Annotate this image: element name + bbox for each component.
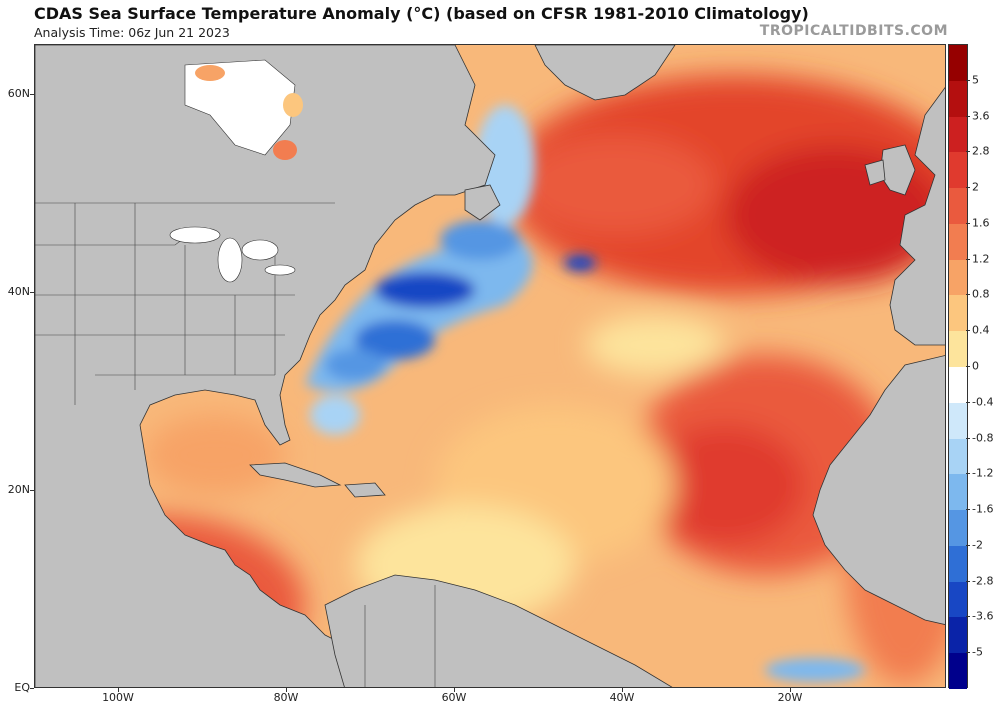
color-scale-tick <box>966 79 970 81</box>
color-scale-label: 0 <box>972 359 979 373</box>
lon-label-100w: 100W <box>102 691 134 704</box>
color-swatch <box>949 402 967 440</box>
site-credit[interactable]: TROPICALTIDBITS.COM <box>759 23 948 39</box>
color-scale-label: -1.2 <box>972 466 994 480</box>
lon-label-80w: 80W <box>273 691 299 704</box>
color-scale-tick <box>966 187 970 189</box>
sst-anomaly-map <box>34 44 946 688</box>
color-swatch <box>949 295 967 332</box>
hudson-bay <box>184 59 303 160</box>
color-scale-label: 0.8 <box>972 287 990 301</box>
lat-tick <box>30 292 34 293</box>
color-scale-label: 1.2 <box>972 252 990 266</box>
lat-label-40n: 40N <box>7 285 30 298</box>
color-scale-label: -3.6 <box>972 609 994 623</box>
great-lakes <box>169 226 296 283</box>
land <box>35 45 945 687</box>
lon-tick <box>790 688 791 692</box>
color-swatch <box>949 152 967 189</box>
lat-label-20n: 20N <box>7 483 30 496</box>
color-scale-tick <box>966 509 970 511</box>
color-swatch <box>949 653 967 690</box>
color-scale-label: -2.8 <box>972 574 994 588</box>
color-scale-label: 3.6 <box>972 109 990 123</box>
greenland <box>534 45 676 101</box>
newfoundland <box>464 184 501 221</box>
lat-label-60n: 60N <box>7 87 30 100</box>
color-swatch <box>949 510 967 547</box>
color-swatch <box>949 617 967 654</box>
color-scale-tick <box>966 330 970 332</box>
lon-label-20w: 20W <box>777 691 803 704</box>
color-scale-tick <box>966 115 970 117</box>
color-scale-tick <box>966 294 970 296</box>
lon-label-40w: 40W <box>609 691 635 704</box>
color-swatch <box>949 259 967 296</box>
color-swatch <box>949 545 967 583</box>
lon-tick <box>622 688 623 692</box>
analysis-time: Analysis Time: 06z Jun 21 2023 <box>34 25 230 40</box>
color-scale-tick <box>966 151 970 153</box>
color-swatch <box>949 116 967 153</box>
color-swatch <box>949 474 967 511</box>
color-scale-bar <box>948 44 968 690</box>
color-swatch <box>949 367 967 404</box>
south-america <box>324 574 673 687</box>
lon-tick <box>118 688 119 692</box>
ireland <box>864 159 886 186</box>
color-swatch <box>949 581 967 618</box>
color-swatch <box>949 331 967 368</box>
color-scale-tick <box>966 401 970 403</box>
cold-anomaly <box>305 105 865 682</box>
europe <box>889 87 945 346</box>
color-scale-label: -2 <box>972 538 983 552</box>
lat-label-eq: EQ <box>14 681 30 694</box>
color-swatch <box>949 45 967 82</box>
map-canvas <box>35 45 945 687</box>
cuba <box>249 462 342 488</box>
lat-tick <box>30 94 34 95</box>
africa <box>812 355 945 625</box>
color-scale-label: 1.6 <box>972 216 990 230</box>
lon-label-60w: 60W <box>441 691 467 704</box>
color-scale-label: -0.8 <box>972 431 994 445</box>
map-title: CDAS Sea Surface Temperature Anomaly (°C… <box>34 4 809 23</box>
lat-tick <box>30 490 34 491</box>
color-scale-tick <box>966 437 970 439</box>
color-scale-label: 5 <box>972 73 979 87</box>
lat-tick <box>30 688 34 689</box>
lon-tick <box>286 688 287 692</box>
lon-tick <box>454 688 455 692</box>
color-swatch <box>949 223 967 261</box>
color-scale-tick <box>966 544 970 546</box>
color-scale-label: -5 <box>972 645 983 659</box>
color-swatch <box>949 438 967 475</box>
color-scale-label: 0.4 <box>972 323 990 337</box>
color-scale-tick <box>966 258 970 260</box>
color-swatch <box>949 188 967 225</box>
color-scale-label: -0.4 <box>972 395 994 409</box>
color-scale-tick <box>966 652 970 654</box>
color-scale-tick <box>966 366 970 367</box>
color-scale-label: -1.6 <box>972 502 994 516</box>
color-scale-tick <box>966 616 970 618</box>
borders <box>35 202 436 687</box>
color-scale-tick <box>966 580 970 582</box>
color-scale-tick <box>966 222 970 224</box>
color-swatch <box>949 80 967 118</box>
north-america <box>35 45 496 687</box>
color-scale-label: 2 <box>972 180 979 194</box>
hispaniola <box>344 482 386 498</box>
color-scale-tick <box>966 473 970 475</box>
color-scale-label: 2.8 <box>972 144 990 158</box>
